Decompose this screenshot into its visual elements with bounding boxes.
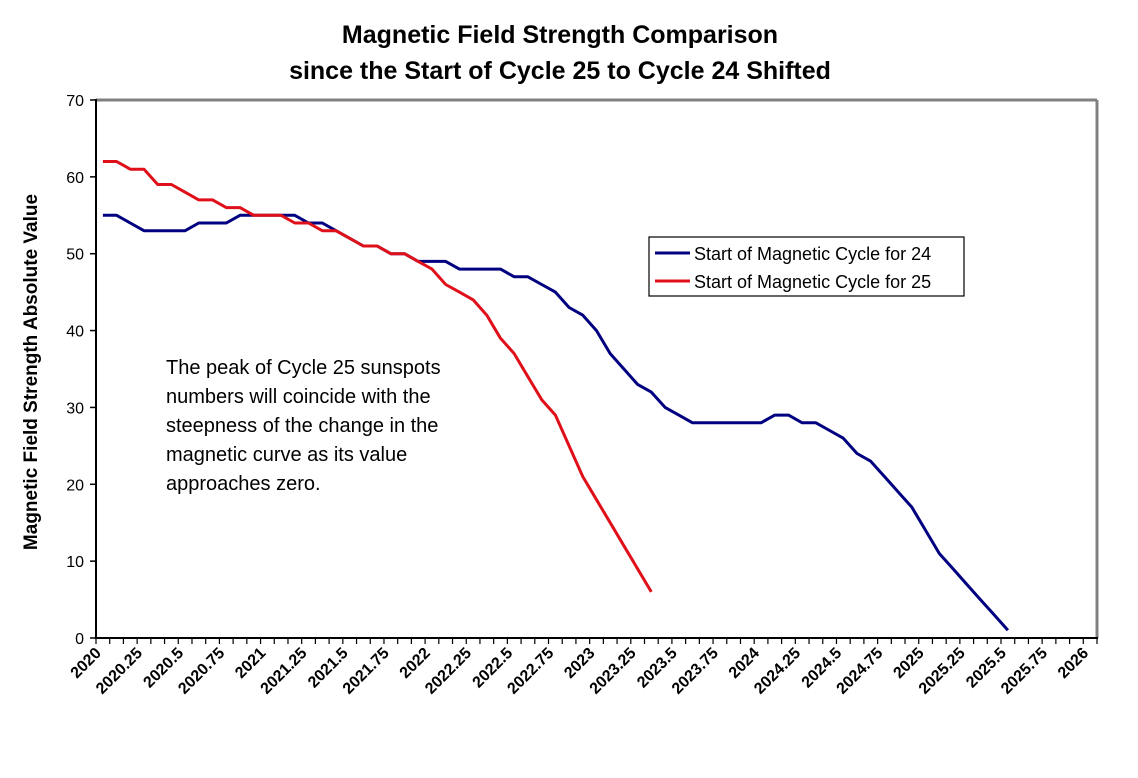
x-tick-label: 2025 — [890, 645, 927, 682]
x-tick-label: 2020 — [68, 645, 105, 682]
annotation-line-4: magnetic curve as its value — [166, 444, 407, 466]
x-tick-label: 2023.25 — [587, 645, 640, 698]
series-lines — [102, 160, 1010, 632]
x-tick-label: 2022.25 — [422, 645, 475, 698]
x-tick-label: 2022.75 — [504, 645, 557, 698]
x-tick-label: 2025.25 — [916, 645, 969, 698]
y-tick-label: 40 — [66, 324, 84, 341]
legend: Start of Magnetic Cycle for 24 Start of … — [648, 236, 965, 297]
x-tick-label: 2020.25 — [93, 645, 146, 698]
annotation-line-1: The peak of Cycle 25 sunspots — [166, 357, 441, 379]
x-tick-label: 2024.75 — [834, 645, 887, 698]
y-tick-label: 0 — [75, 631, 84, 648]
annotation-line-5: approaches zero. — [166, 473, 321, 495]
annotation-text: The peak of Cycle 25 sunspots numbers wi… — [166, 357, 441, 495]
x-tick-label: 2022 — [397, 645, 434, 682]
legend-box — [648, 236, 965, 297]
x-tick-label: 2020.75 — [175, 645, 228, 698]
y-tick-label: 20 — [66, 477, 84, 494]
y-tick-label: 60 — [66, 170, 84, 187]
x-tick-label: 2021.75 — [340, 645, 393, 698]
annotation-line-2: numbers will coincide with the — [166, 386, 431, 408]
y-axis-label: Magnetic Field Strength Absolute Value — [21, 194, 42, 550]
y-tick-label: 10 — [66, 554, 84, 571]
x-tick-label: 2023.75 — [669, 645, 722, 698]
y-axis-ticks: 0 10 20 30 40 50 60 70 — [66, 93, 96, 648]
plot-area — [95, 98, 1099, 639]
x-tick-label: 2024.25 — [751, 645, 804, 698]
x-tick-label: 2024 — [726, 645, 763, 682]
legend-label-cycle-25: Start of Magnetic Cycle for 25 — [694, 272, 931, 292]
plot-background — [96, 100, 1097, 638]
chart-title: Magnetic Field Strength Comparison since… — [289, 21, 831, 85]
annotation-line-3: steepness of the change in the — [166, 415, 438, 437]
x-tick-label: 2021.25 — [258, 645, 311, 698]
y-tick-label: 30 — [66, 400, 84, 417]
series-line-cycle-25 — [102, 160, 653, 593]
chart-title-line-2: since the Start of Cycle 25 to Cycle 24 … — [289, 57, 831, 85]
x-tick-label: 2023 — [561, 645, 598, 682]
y-tick-label: 50 — [66, 247, 84, 264]
chart-title-line-1: Magnetic Field Strength Comparison — [342, 21, 778, 49]
legend-label-cycle-24: Start of Magnetic Cycle for 24 — [694, 244, 931, 264]
x-tick-label: 2021 — [232, 645, 269, 682]
y-tick-label: 70 — [66, 93, 84, 110]
x-tick-label: 2025.75 — [998, 645, 1051, 698]
x-tick-label: 2026 — [1055, 645, 1092, 682]
